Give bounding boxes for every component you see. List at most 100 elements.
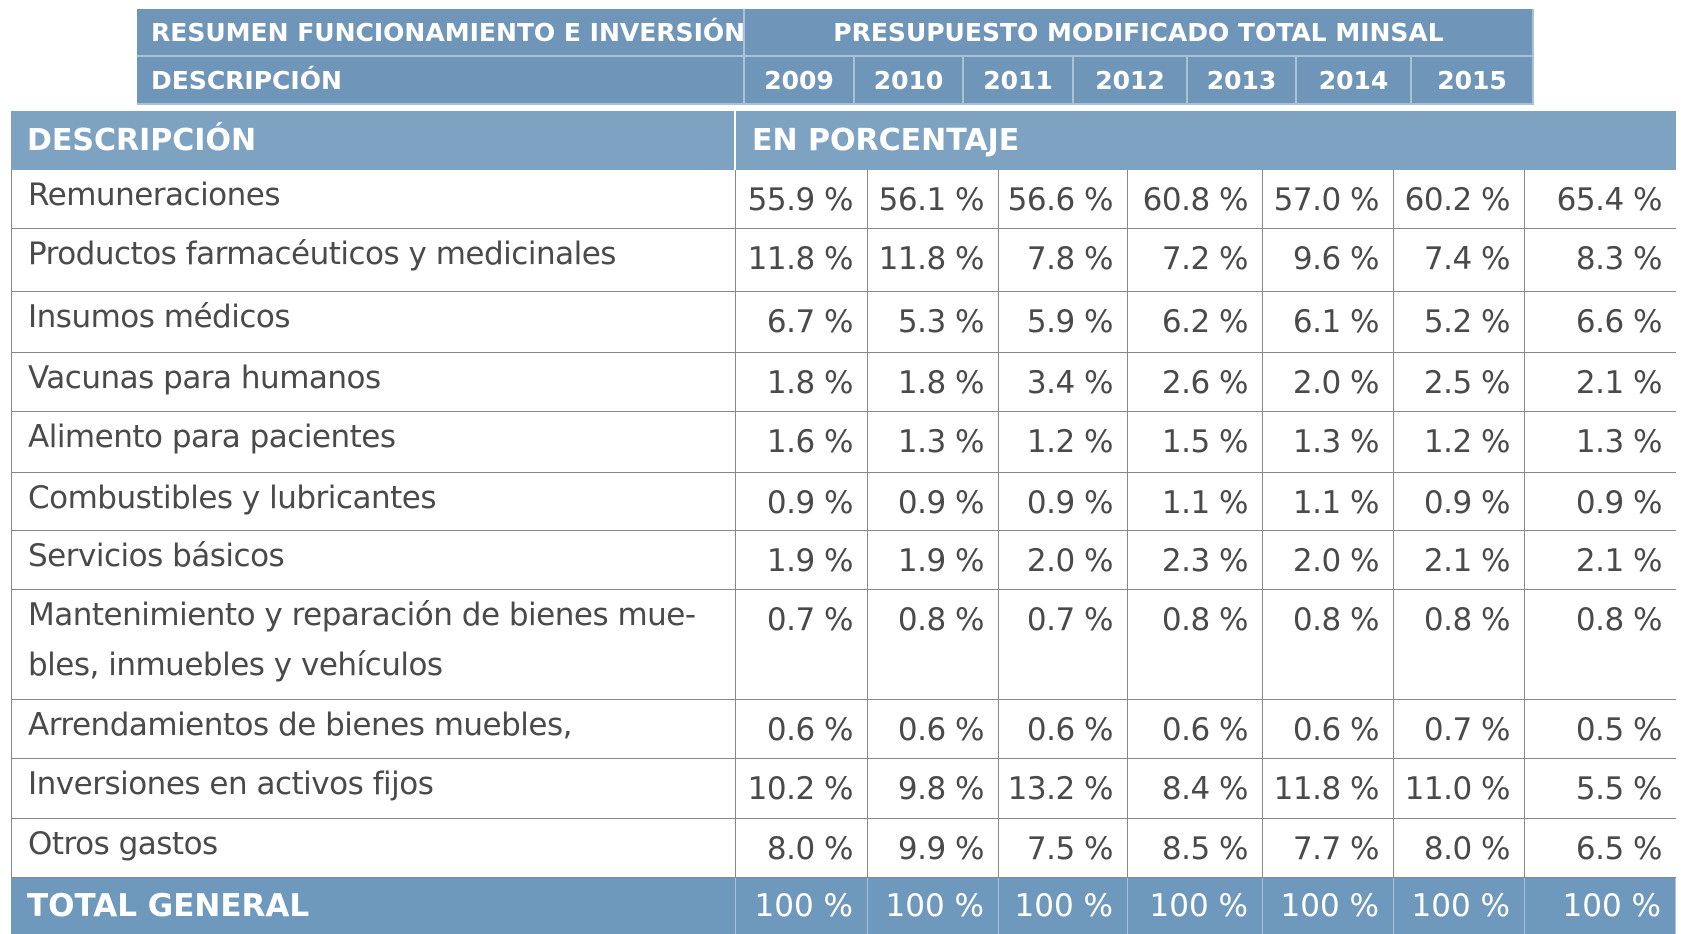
- value-cell: 1.3 %: [868, 412, 999, 473]
- value-cell: 10.2 %: [736, 759, 868, 819]
- value-cell: 0.6 %: [999, 700, 1128, 759]
- row-label: Inversiones en activos fijos: [11, 759, 736, 819]
- value-cell: 0.8 %: [1394, 590, 1525, 700]
- value-cell: 8.5 %: [1128, 819, 1263, 878]
- value-cell: 5.3 %: [868, 292, 999, 353]
- value-cell: 60.2 %: [1394, 170, 1525, 229]
- value-cell: 0.7 %: [736, 590, 868, 700]
- value-cell: 7.8 %: [999, 229, 1128, 292]
- value-cell: 5.9 %: [999, 292, 1128, 353]
- value-cell: 56.6 %: [999, 170, 1128, 229]
- value-cell: 9.6 %: [1263, 229, 1394, 292]
- table-header: DESCRIPCIÓN: [11, 111, 736, 170]
- value-cell: 7.7 %: [1263, 819, 1394, 878]
- value-cell: 2.0 %: [999, 531, 1128, 590]
- value-cell: 0.6 %: [736, 700, 868, 759]
- year-header: 2011: [964, 57, 1074, 105]
- value-cell: 1.3 %: [1525, 412, 1676, 473]
- total-cell: 100 %: [736, 878, 868, 934]
- value-cell: 0.5 %: [1525, 700, 1676, 759]
- row-label: Insumos médicos: [11, 292, 736, 353]
- value-cell: 2.0 %: [1263, 531, 1394, 590]
- value-cell: 6.6 %: [1525, 292, 1676, 353]
- year-header: 2012: [1074, 57, 1188, 105]
- value-cell: 0.7 %: [999, 590, 1128, 700]
- value-cell: 2.1 %: [1394, 531, 1525, 590]
- value-cell: 2.0 %: [1263, 353, 1394, 412]
- value-cell: 8.0 %: [1394, 819, 1525, 878]
- value-cell: 0.9 %: [736, 473, 868, 531]
- value-cell: 6.7 %: [736, 292, 868, 353]
- table-header: EN PORCENTAJE: [736, 111, 1676, 170]
- value-cell: 5.2 %: [1394, 292, 1525, 353]
- value-cell: 2.6 %: [1128, 353, 1263, 412]
- value-cell: 2.1 %: [1525, 531, 1676, 590]
- year-header: 2014: [1297, 57, 1412, 105]
- value-cell: 0.8 %: [1263, 590, 1394, 700]
- row-label: Combustibles y lubricantes: [11, 473, 736, 531]
- year-header: 2009: [745, 57, 855, 105]
- value-cell: 1.1 %: [1128, 473, 1263, 531]
- value-cell: 6.5 %: [1525, 819, 1676, 878]
- year-header: 2015: [1412, 57, 1534, 105]
- year-header: 2013: [1188, 57, 1297, 105]
- value-cell: 6.2 %: [1128, 292, 1263, 353]
- total-cell: 100 %: [999, 878, 1128, 934]
- total-cell: 100 %: [1263, 878, 1394, 934]
- total-cell: 100 %: [1394, 878, 1525, 934]
- value-cell: 11.8 %: [1263, 759, 1394, 819]
- row-label: Alimento para pacientes: [11, 412, 736, 473]
- top-header-left: RESUMEN FUNCIONAMIENTO E INVERSIÓN: [137, 9, 745, 57]
- value-cell: 0.6 %: [868, 700, 999, 759]
- value-cell: 2.1 %: [1525, 353, 1676, 412]
- value-cell: 1.3 %: [1263, 412, 1394, 473]
- value-cell: 9.8 %: [868, 759, 999, 819]
- value-cell: 11.8 %: [868, 229, 999, 292]
- value-cell: 5.5 %: [1525, 759, 1676, 819]
- row-label: Vacunas para humanos: [11, 353, 736, 412]
- value-cell: 6.1 %: [1263, 292, 1394, 353]
- value-cell: 0.8 %: [1128, 590, 1263, 700]
- value-cell: 2.5 %: [1394, 353, 1525, 412]
- value-cell: 56.1 %: [868, 170, 999, 229]
- value-cell: 0.7 %: [1394, 700, 1525, 759]
- row-label: Otros gastos: [11, 819, 736, 878]
- value-cell: 11.8 %: [736, 229, 868, 292]
- value-cell: 0.6 %: [1263, 700, 1394, 759]
- value-cell: 1.2 %: [1394, 412, 1525, 473]
- value-cell: 3.4 %: [999, 353, 1128, 412]
- value-cell: 1.8 %: [736, 353, 868, 412]
- value-cell: 60.8 %: [1128, 170, 1263, 229]
- value-cell: 1.5 %: [1128, 412, 1263, 473]
- value-cell: 13.2 %: [999, 759, 1128, 819]
- value-cell: 1.1 %: [1263, 473, 1394, 531]
- total-cell: 100 %: [1525, 878, 1676, 934]
- value-cell: 0.9 %: [868, 473, 999, 531]
- year-header: 2010: [855, 57, 964, 105]
- value-cell: 0.9 %: [1394, 473, 1525, 531]
- total-cell: 100 %: [1128, 878, 1263, 934]
- total-cell: 100 %: [868, 878, 999, 934]
- row-label: Mantenimiento y reparación de bienes mue…: [11, 590, 736, 700]
- value-cell: 0.8 %: [1525, 590, 1676, 700]
- value-cell: 8.3 %: [1525, 229, 1676, 292]
- row-label: Servicios básicos: [11, 531, 736, 590]
- value-cell: 0.8 %: [868, 590, 999, 700]
- value-cell: 8.0 %: [736, 819, 868, 878]
- value-cell: 7.5 %: [999, 819, 1128, 878]
- value-cell: 2.3 %: [1128, 531, 1263, 590]
- row-label: Remuneraciones: [11, 170, 736, 229]
- value-cell: 65.4 %: [1525, 170, 1676, 229]
- value-cell: 57.0 %: [1263, 170, 1394, 229]
- value-cell: 9.9 %: [868, 819, 999, 878]
- value-cell: 8.4 %: [1128, 759, 1263, 819]
- value-cell: 1.9 %: [736, 531, 868, 590]
- top-header-sub: DESCRIPCIÓN: [137, 57, 745, 105]
- row-label: Arrendamientos de bienes muebles, inmueb…: [11, 700, 736, 759]
- value-cell: 1.2 %: [999, 412, 1128, 473]
- value-cell: 1.9 %: [868, 531, 999, 590]
- value-cell: 0.9 %: [999, 473, 1128, 531]
- value-cell: 0.6 %: [1128, 700, 1263, 759]
- total-label: TOTAL GENERAL: [11, 878, 736, 934]
